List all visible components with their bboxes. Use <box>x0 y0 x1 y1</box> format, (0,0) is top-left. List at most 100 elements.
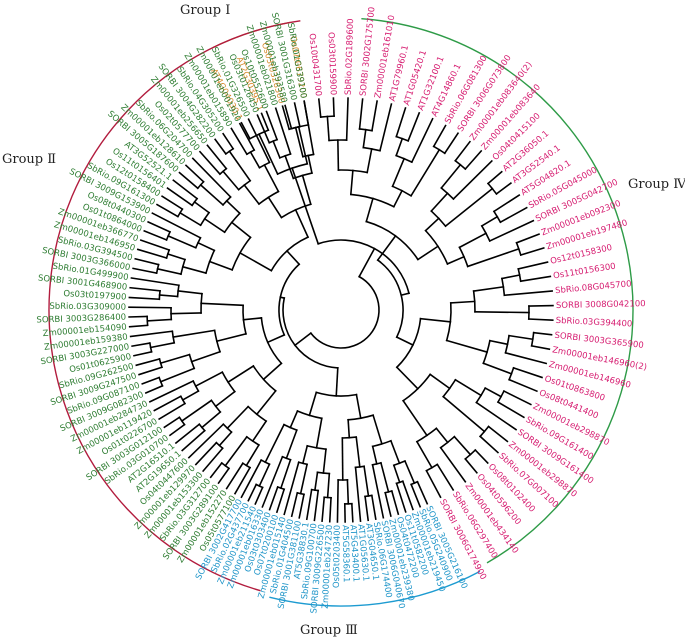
tree-arc <box>392 459 407 467</box>
tree-branch <box>202 447 224 473</box>
tree-branch <box>217 467 231 485</box>
tree-branch <box>158 402 186 421</box>
tree-branch <box>181 429 206 452</box>
tree-branch <box>215 332 247 343</box>
tree-arc <box>319 115 335 118</box>
tree-arc <box>371 461 382 466</box>
leaf-label: Os11t0156300 <box>553 262 617 282</box>
tree-branch <box>322 448 327 474</box>
tree-branch <box>480 215 499 228</box>
tree-branch <box>475 401 518 431</box>
tree-branch <box>410 117 434 164</box>
tree-arc <box>504 334 510 354</box>
tree-branch <box>265 110 279 141</box>
tree-arc <box>158 289 161 301</box>
tree-branch <box>172 179 199 200</box>
tree-arc <box>517 267 522 283</box>
tree-branch <box>317 98 322 118</box>
tree-branch <box>400 292 410 297</box>
tree-branch <box>512 366 544 379</box>
tree-arc <box>194 236 202 249</box>
tree-branch <box>454 378 483 397</box>
leaf-label: AT5G58360.1 <box>340 525 351 583</box>
tree-arc <box>395 135 410 142</box>
tree-branch <box>466 247 520 268</box>
tree-branch <box>214 390 236 408</box>
tree-arc <box>260 317 283 365</box>
tree-arc <box>296 409 323 420</box>
tree-arc <box>213 329 222 353</box>
tree-arc <box>248 129 270 140</box>
tree-branch <box>133 350 153 357</box>
tree-arc <box>278 263 301 337</box>
tree-branch <box>293 331 312 347</box>
tree-branch <box>444 187 494 228</box>
tree-arc <box>415 427 438 443</box>
tree-arc <box>176 208 184 218</box>
tree-branch <box>135 357 161 367</box>
tree-branch <box>196 241 216 252</box>
leaf-label: Os10t0431700 <box>306 33 323 97</box>
tree-arc <box>442 378 457 398</box>
tree-arc <box>384 490 393 494</box>
tree-arc <box>391 185 413 197</box>
tree-branch <box>153 395 182 412</box>
tree-branch <box>266 333 286 344</box>
tree-arc <box>245 435 260 447</box>
tree-arc <box>282 297 339 369</box>
tree-arc <box>221 371 236 393</box>
tree-arc <box>501 277 506 297</box>
tree-branch <box>198 150 222 176</box>
tree-branch <box>508 378 538 393</box>
group-arc-III <box>269 570 481 607</box>
tree-branch <box>149 341 176 349</box>
tree-branch <box>326 115 330 142</box>
tree-branches <box>128 97 554 523</box>
tree-branch <box>474 448 489 465</box>
tree-branch <box>256 114 271 144</box>
tree-branch <box>268 485 279 511</box>
tree-branch <box>138 366 163 376</box>
tree-branch <box>209 461 223 479</box>
tree-arc <box>395 480 404 485</box>
tree-branch <box>228 150 252 182</box>
tree-arc <box>281 455 292 461</box>
tree-branch <box>502 389 532 406</box>
tree-branch <box>419 317 452 323</box>
tree-arc <box>306 444 327 451</box>
leaf-label: AT5G43400.1 <box>348 524 361 582</box>
tree-branch <box>181 389 200 402</box>
tree-branch <box>349 169 354 196</box>
tree-branch <box>452 159 493 201</box>
tree-branch <box>146 318 173 322</box>
tree-arc <box>218 167 228 176</box>
tree-arc <box>221 195 232 207</box>
tree-branch <box>132 267 158 275</box>
tree-branch <box>260 112 270 132</box>
tree-branch <box>347 418 351 439</box>
tree-branch <box>371 463 385 519</box>
tree-arc <box>445 302 452 342</box>
tree-branch <box>166 252 186 261</box>
tree-branch <box>432 124 447 148</box>
tree-branch <box>281 105 291 131</box>
tree-arc <box>171 330 176 344</box>
tree-arc <box>515 241 522 257</box>
tree-branch <box>440 163 462 190</box>
tree-arc <box>440 186 455 201</box>
tree-arc <box>430 209 447 228</box>
tree-branch <box>337 139 340 171</box>
tree-branch <box>143 229 168 241</box>
tree-branch <box>472 285 505 292</box>
tree-branch <box>294 126 304 158</box>
tree-arc <box>270 236 310 272</box>
tree-branch <box>395 137 404 157</box>
tree-arc <box>199 211 211 227</box>
group-label-III: Group Ⅲ <box>300 623 358 637</box>
tree-branch <box>226 405 250 430</box>
tree-arc <box>364 494 373 498</box>
tree-arc <box>276 162 309 176</box>
tree-branch <box>358 98 364 130</box>
tree-branch <box>392 464 401 484</box>
tree-branch <box>279 458 292 490</box>
